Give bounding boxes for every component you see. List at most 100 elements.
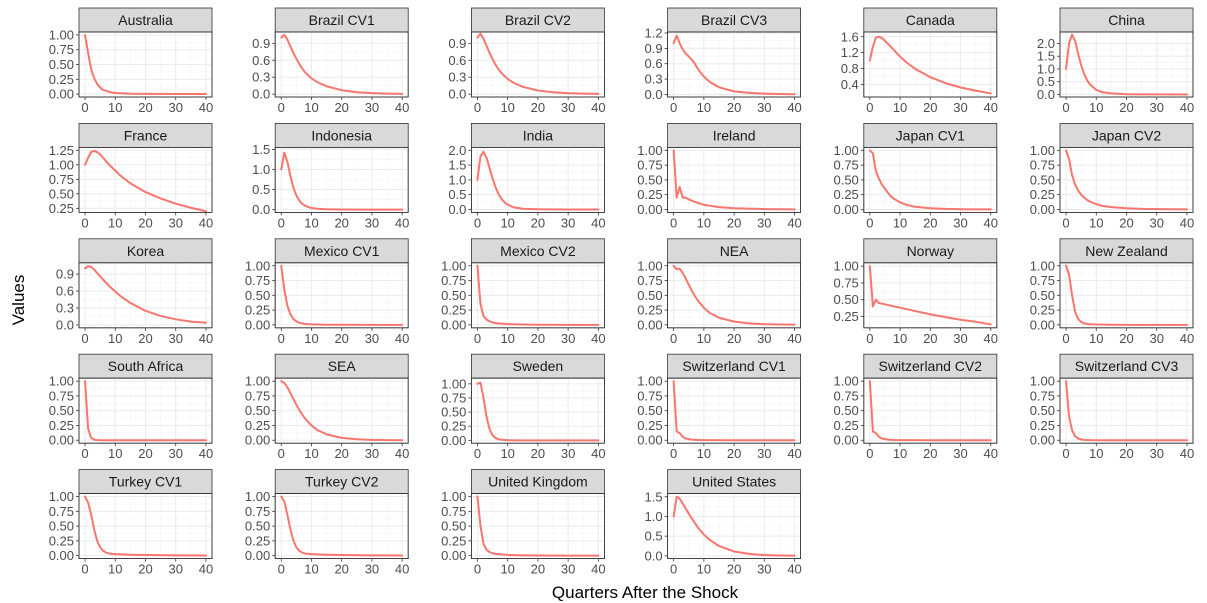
- x-tick-label: 40: [984, 100, 998, 115]
- facet-strip: [1059, 353, 1194, 379]
- x-tick-label: 10: [108, 331, 122, 346]
- x-tick-label: 40: [591, 215, 605, 230]
- y-tick-label: 1.00: [637, 143, 662, 158]
- series-line-brazil-cv1: [280, 33, 404, 95]
- y-tick-label: 0.50: [637, 403, 662, 418]
- facet-strip: [470, 238, 605, 264]
- facet-panel-australia: Australia 0 10 20 30 40 0.000.250.500.751.00: [49, 7, 213, 115]
- panel-border: [667, 31, 801, 98]
- facet-panel-turkey-cv2: Turkey CV2 0 10 20 30 40 0.000.250.500.751.00: [245, 469, 409, 577]
- facet-strip-label: South Africa: [108, 358, 184, 374]
- facet-strip-label: Canada: [906, 12, 955, 28]
- facet-panel-nea: NEA 0 10 20 30 40 0.000.250.500.751.00: [637, 238, 802, 346]
- x-tick-label: 20: [334, 331, 348, 346]
- y-tick-label: 0.00: [49, 548, 74, 563]
- x-tick-label: 20: [531, 562, 545, 577]
- y-tick-label: 1.00: [49, 157, 74, 172]
- x-tick-label: 30: [757, 331, 771, 346]
- x-tick-label: 20: [1119, 215, 1133, 230]
- x-tick-label: 10: [304, 100, 318, 115]
- facet-strip-label: France: [124, 127, 168, 143]
- x-tick-label: 40: [199, 331, 213, 346]
- x-tick-label: 0: [474, 446, 481, 461]
- x-tick-label: 10: [500, 215, 514, 230]
- x-tick-label: 20: [727, 100, 741, 115]
- x-tick-label: 20: [923, 446, 937, 461]
- y-tick-label: 0.9: [448, 36, 466, 51]
- y-tick-label: 1.00: [833, 259, 858, 274]
- y-tick-label: 0.25: [1030, 303, 1055, 318]
- x-tick-label: 30: [757, 215, 771, 230]
- y-tick-label: 1.0: [252, 162, 270, 177]
- series-line-india: [476, 150, 600, 211]
- series-line-australia: [84, 33, 207, 96]
- y-tick-label: 0.25: [637, 418, 662, 433]
- series-line-canada: [868, 35, 992, 95]
- panel-border: [78, 31, 213, 98]
- y-tick-label: 0.00: [49, 87, 74, 102]
- x-tick-label: 10: [108, 446, 122, 461]
- x-tick-label: 0: [278, 331, 285, 346]
- y-tick-label: 0.75: [49, 504, 74, 519]
- facet-strip: [274, 469, 409, 495]
- y-tick-label: 0.3: [645, 72, 663, 87]
- y-tick-label: 2.0: [448, 143, 466, 158]
- x-tick-label: 20: [334, 562, 348, 577]
- x-tick-label: 0: [866, 215, 873, 230]
- facet-panel-brazil-cv3: Brazil CV3 0 10 20 30 40 0.00.30.60.91.2: [645, 7, 802, 115]
- panel-border: [863, 377, 998, 444]
- x-tick-label: 40: [1180, 100, 1194, 115]
- y-tick-label: 0.50: [245, 519, 270, 534]
- y-tick-label: 0.8: [841, 61, 859, 76]
- y-tick-label: 0.6: [56, 284, 74, 299]
- y-tick-label: 0.00: [245, 548, 270, 563]
- y-tick-label: 1.00: [637, 258, 662, 273]
- facet-strip: [274, 123, 409, 148]
- x-tick-label: 30: [757, 100, 771, 115]
- facet-strip-label: Korea: [127, 243, 165, 259]
- facet-strip-label: Brazil CV1: [309, 12, 375, 28]
- series-line-united-states: [672, 495, 796, 557]
- x-tick-label: 10: [304, 446, 318, 461]
- facet-strip-label: NEA: [720, 243, 749, 259]
- x-tick-label: 10: [500, 446, 514, 461]
- y-tick-label: 0.75: [49, 42, 74, 57]
- x-tick-label: 40: [1180, 331, 1194, 346]
- panel-border: [863, 31, 998, 98]
- x-tick-label: 0: [1062, 215, 1069, 230]
- y-tick-label: 0.00: [833, 202, 858, 217]
- y-tick-label: 0.4: [841, 77, 859, 92]
- facet-panel-korea: Korea 0 10 20 30 40 0.00.3 0.6 0.9: [56, 238, 213, 346]
- x-tick-label: 30: [1149, 215, 1163, 230]
- y-tick-label: 0.0: [56, 317, 74, 332]
- x-tick-label: 10: [500, 562, 514, 577]
- panel-border: [667, 262, 801, 329]
- y-tick-label: 0.50: [637, 288, 662, 303]
- panel-border: [78, 493, 213, 560]
- y-tick-label: 0.75: [245, 388, 270, 403]
- x-tick-label: 30: [1149, 446, 1163, 461]
- y-tick-label: 0.0: [448, 87, 466, 102]
- facet-strip-label: United States: [692, 474, 776, 490]
- x-tick-label: 0: [81, 331, 88, 346]
- x-tick-label: 30: [168, 331, 182, 346]
- x-tick-label: 20: [727, 562, 741, 577]
- x-tick-label: 10: [108, 100, 122, 115]
- facet-strip: [863, 123, 998, 148]
- series-line-japan-cv2: [1065, 149, 1188, 211]
- y-tick-label: 0.25: [441, 533, 466, 548]
- y-tick-label: 1.2: [645, 26, 663, 41]
- facet-strip: [78, 353, 213, 379]
- x-tick-label: 20: [531, 100, 545, 115]
- facet-strip-label: China: [1108, 12, 1145, 28]
- facet-strip: [863, 238, 998, 264]
- y-tick-label: 0.9: [645, 41, 663, 56]
- facet-panel-switzerland-cv1: Switzerland CV1 0 10 20 30 40 0.000.250.500.75…: [637, 353, 802, 461]
- y-tick-label: 0.75: [637, 158, 662, 173]
- y-tick-label: 1.0: [645, 509, 663, 524]
- y-tick-label: 0.5: [1037, 74, 1055, 89]
- y-tick-label: 0.00: [245, 433, 270, 448]
- x-tick-label: 30: [365, 446, 379, 461]
- y-tick-label: 0.75: [441, 390, 466, 405]
